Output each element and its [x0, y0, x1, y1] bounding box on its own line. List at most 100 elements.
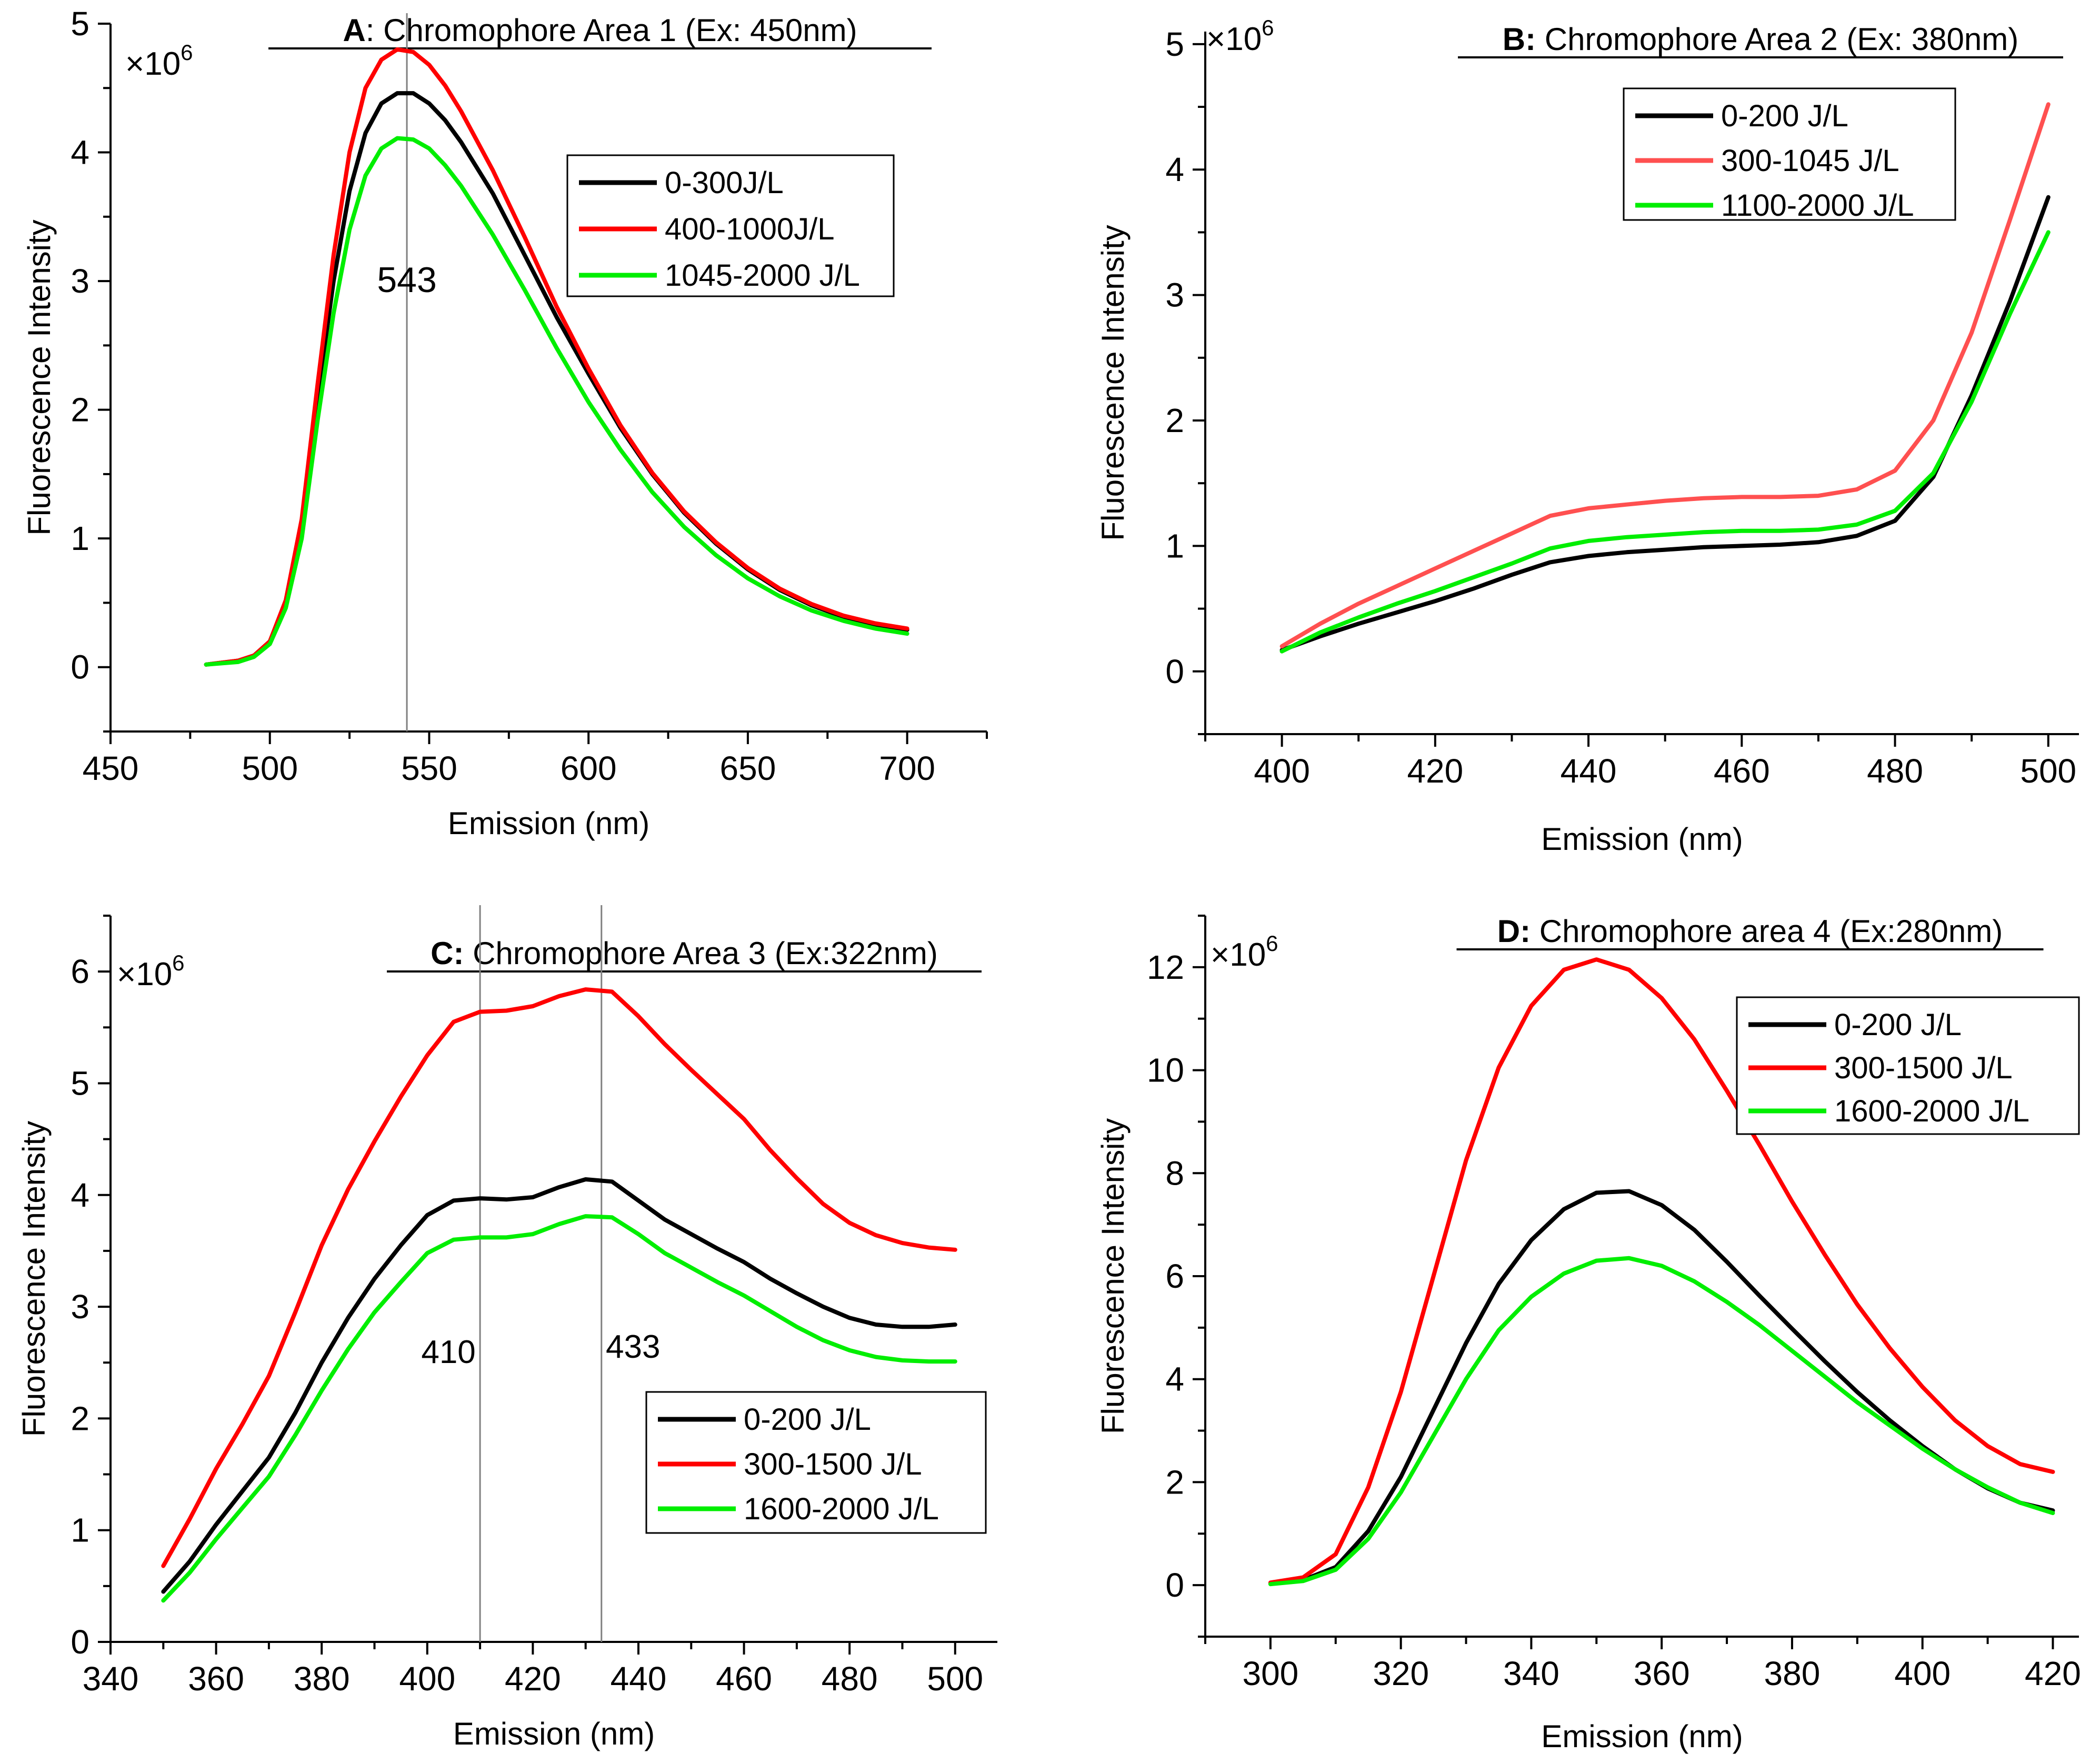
y-multiplier-base: ×10 [1206, 21, 1262, 57]
panel-title-text: Chromophore Area 2 (Ex: 380nm) [1536, 22, 2018, 57]
y-tick-label: 8 [1165, 1154, 1184, 1192]
y-axis-label: Fluorescence Intensity [1095, 1118, 1131, 1434]
y-tick-label: 0 [1165, 1566, 1184, 1604]
x-tick-label: 300 [1242, 1655, 1298, 1692]
x-tick-label: 380 [294, 1660, 350, 1698]
y-tick-label: 3 [71, 262, 89, 300]
x-tick-label: 650 [720, 749, 776, 787]
x-tick-label: 420 [505, 1660, 561, 1698]
y-tick-label: 5 [71, 1064, 89, 1102]
series-line-1 [161, 1177, 957, 1594]
legend-label: 300-1045 J/L [1721, 144, 1899, 178]
x-tick-label: 380 [1764, 1655, 1821, 1692]
y-tick-label: 2 [71, 391, 89, 429]
panel-title: B: Chromophore Area 2 (Ex: 380nm) [1503, 22, 2018, 57]
x-tick-label: 500 [242, 749, 298, 787]
panel-letter: C: [431, 936, 464, 971]
y-tick-label: 2 [1165, 402, 1184, 439]
y-axis-label: Fluorescence Intensity [1095, 225, 1131, 540]
y-tick-label: 10 [1147, 1051, 1184, 1089]
panel-title-text: Chromophore Area 3 (Ex:322nm) [464, 936, 937, 971]
y-tick-label: 1 [71, 519, 89, 557]
legend-box [566, 154, 895, 297]
y-tick-label: 3 [71, 1288, 89, 1326]
peak-marker-label: 433 [606, 1329, 660, 1365]
legend-label: 1600-2000 J/L [744, 1492, 939, 1526]
x-tick-label: 420 [2025, 1655, 2081, 1692]
panel-d: 300 320 340 360 380 400 420 0 2 4 6 8 10 12 Emission (… [1095, 914, 2081, 1754]
y-multiplier-exponent: 6 [172, 950, 184, 975]
legend-label: 0-300J/L [665, 166, 784, 200]
series-line-1 [1268, 1189, 2055, 1586]
y-tick-label: 6 [1165, 1257, 1184, 1295]
y-multiplier-base: ×10 [117, 956, 172, 993]
y-multiplier: ×106 [125, 40, 193, 82]
x-tick-label: 500 [927, 1660, 983, 1698]
legend-label: 0-200 J/L [1834, 1008, 1962, 1042]
peak-marker-label: 543 [377, 260, 436, 300]
panel-letter: B: [1503, 22, 1536, 57]
y-multiplier-base: ×10 [125, 46, 181, 82]
panel-title-text: : Chromophore Area 1 (Ex: 450nm) [366, 13, 857, 48]
x-tick-label: 440 [611, 1660, 667, 1698]
legend-label: 400-1000J/L [665, 212, 834, 246]
y-tick-label: 12 [1147, 948, 1184, 986]
panel-b: 400 420 440 460 480 500 0 1 2 3 4 5 Emission (nm) Flu… [1095, 15, 2079, 857]
legend-label: 0-200 J/L [744, 1402, 871, 1437]
y-multiplier-exponent: 6 [1262, 15, 1274, 40]
panel-title: A: Chromophore Area 1 (Ex: 450nm) [343, 13, 857, 48]
panel-letter: D: [1497, 914, 1531, 949]
y-tick-label: 3 [1165, 276, 1184, 314]
x-tick-label: 700 [879, 749, 935, 787]
x-tick-label: 400 [399, 1660, 455, 1698]
series-line-2 [161, 987, 957, 1568]
x-axis-label: Emission (nm) [448, 806, 649, 841]
y-tick-label: 1 [1165, 527, 1184, 565]
series-line-2 [204, 47, 909, 667]
series-line-1 [1279, 195, 2051, 653]
y-multiplier: ×106 [1211, 931, 1278, 973]
x-axis-label: Emission (nm) [1541, 1719, 1743, 1754]
panel-a: 450 500 550 600 650 700 0 1 2 3 4 5 Emission (nm) Flu… [22, 5, 988, 841]
legend-label: 300-1500 J/L [1834, 1051, 2013, 1085]
panel-title-text: Chromophore area 4 (Ex:280nm) [1531, 914, 2003, 949]
y-tick-label: 1 [71, 1511, 89, 1549]
peak-marker-label: 410 [421, 1334, 475, 1370]
x-tick-label: 340 [1503, 1655, 1559, 1692]
x-tick-label: 480 [822, 1660, 878, 1698]
y-multiplier-exponent: 6 [1266, 931, 1278, 956]
x-tick-label: 460 [1714, 752, 1770, 790]
y-multiplier: ×106 [1206, 15, 1274, 57]
y-axis-label: Fluorescence Intensity [16, 1121, 52, 1437]
x-tick-label: 550 [401, 749, 457, 787]
x-tick-label: 360 [1634, 1655, 1690, 1692]
x-tick-label: 360 [188, 1660, 244, 1698]
x-tick-label: 400 [1894, 1655, 1951, 1692]
series-line-3 [1268, 1256, 2055, 1587]
y-tick-label: 2 [1165, 1463, 1184, 1501]
y-axis-label: Fluorescence Intensity [22, 219, 57, 535]
legend-label: 0-200 J/L [1721, 99, 1848, 133]
y-tick-label: 4 [1165, 1360, 1184, 1398]
x-tick-label: 320 [1373, 1655, 1429, 1692]
legend-label: 1600-2000 J/L [1834, 1094, 2029, 1128]
x-tick-label: 450 [83, 749, 139, 787]
y-tick-label: 4 [1165, 151, 1184, 188]
panel-title: D: Chromophore area 4 (Ex:280nm) [1497, 914, 2003, 949]
y-tick-label: 5 [71, 5, 89, 43]
y-multiplier-exponent: 6 [181, 40, 193, 65]
y-tick-label: 0 [71, 648, 89, 686]
legend-box [1623, 87, 1956, 221]
panel-c: 340 360 380 400 420 440 460 480 500 0 1 2 3 4 5 6 Emissi… [16, 905, 997, 1751]
series-line-3 [161, 1214, 957, 1603]
y-multiplier-base: ×10 [1211, 937, 1266, 973]
x-tick-label: 340 [83, 1660, 139, 1698]
panel-title: C: Chromophore Area 3 (Ex:322nm) [431, 936, 938, 971]
x-axis-label: Emission (nm) [453, 1716, 655, 1751]
y-tick-label: 0 [71, 1623, 89, 1661]
x-tick-label: 400 [1254, 752, 1310, 790]
x-tick-label: 460 [716, 1660, 772, 1698]
legend-label: 1100-2000 J/L [1721, 188, 1914, 223]
series-line-3 [204, 136, 909, 667]
